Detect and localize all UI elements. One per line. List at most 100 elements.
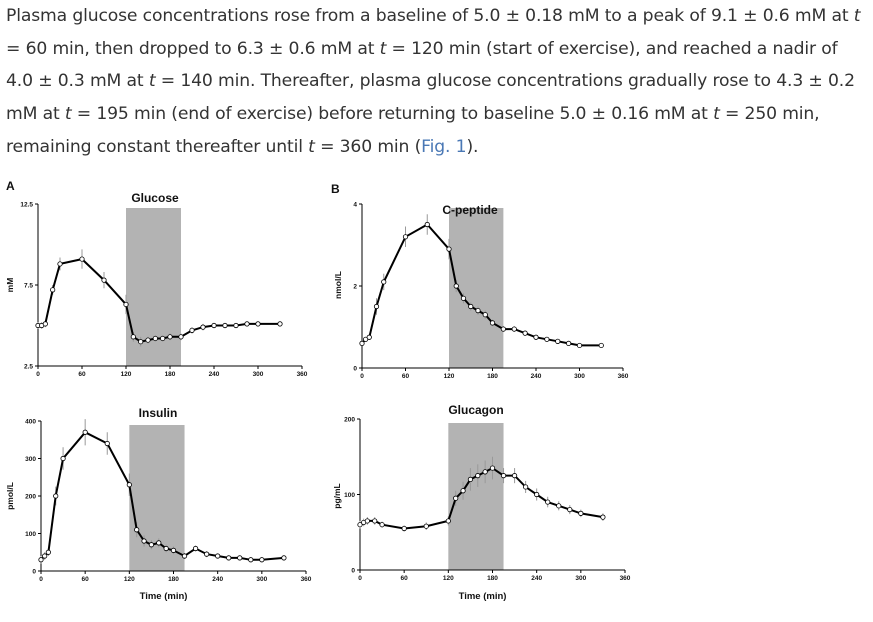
data-point: [468, 303, 474, 310]
x-tick-label: 0: [39, 576, 43, 583]
data-point: [522, 330, 528, 336]
y-tick-label: 100: [25, 531, 36, 538]
data-point: [50, 287, 56, 293]
x-tick-label: 60: [78, 371, 86, 378]
x-tick-label: 240: [531, 575, 542, 582]
data-point: [222, 322, 228, 329]
y-tick-label: 0: [353, 365, 357, 372]
x-tick-label: 120: [444, 373, 455, 380]
x-tick-label: 360: [297, 371, 308, 378]
x-tick-label: 180: [487, 373, 498, 380]
data-point: [445, 518, 451, 524]
data-point: [576, 342, 583, 349]
data-point: [446, 246, 452, 252]
data-point: [600, 514, 606, 520]
y-tick-label: 200: [344, 416, 355, 423]
y-tick-label: 100: [344, 492, 355, 499]
x-axis-label: Time (min): [140, 591, 188, 602]
data-point: [424, 221, 430, 228]
data-point: [453, 283, 459, 289]
data-point: [567, 506, 573, 513]
data-point: [248, 557, 254, 563]
data-point: [160, 335, 166, 342]
data-point: [357, 522, 363, 528]
panel-label-a: A: [6, 179, 15, 193]
panel-title: Glucose: [131, 191, 179, 205]
data-point: [423, 523, 429, 529]
data-point: [82, 429, 88, 435]
y-tick-label: 7.5: [24, 282, 33, 289]
y-tick-label: 200: [25, 493, 36, 500]
x-tick-label: 360: [620, 575, 631, 582]
x-tick-label: 60: [401, 575, 409, 582]
x-tick-label: 300: [575, 575, 586, 582]
data-point: [460, 295, 467, 301]
data-point: [244, 321, 250, 327]
data-point: [178, 334, 184, 340]
data-point: [42, 553, 48, 559]
x-tick-label: 180: [168, 576, 179, 583]
x-tick-label: 0: [360, 373, 364, 380]
data-point: [379, 522, 385, 528]
data-point: [123, 301, 129, 308]
data-point: [511, 326, 517, 332]
data-point: [192, 545, 199, 552]
x-tick-label: 120: [124, 576, 135, 583]
data-point: [156, 540, 162, 546]
data-point: [381, 279, 387, 285]
data-point: [130, 334, 136, 340]
data-point: [38, 557, 44, 563]
data-point: [578, 510, 584, 516]
x-tick-label: 180: [165, 371, 176, 378]
results-paragraph: Plasma glucose concentrations rose from …: [6, 6, 861, 157]
y-axis-label: mM: [5, 278, 15, 293]
y-tick-label: 2.5: [24, 363, 33, 370]
figure-link[interactable]: Fig. 1: [421, 136, 467, 157]
x-tick-label: 360: [301, 576, 312, 583]
x-tick-label: 120: [443, 575, 454, 582]
data-point: [141, 538, 147, 544]
x-tick-label: 240: [209, 371, 220, 378]
data-point: [126, 482, 132, 488]
panel-label-b: B: [331, 182, 340, 196]
data-point: [467, 476, 474, 482]
y-tick-label: 2: [353, 283, 357, 290]
data-point: [226, 555, 232, 561]
data-point: [366, 334, 372, 340]
data-point: [138, 339, 144, 345]
y-axis-label: pmol/L: [5, 482, 15, 510]
data-point: [489, 320, 496, 326]
x-tick-label: 240: [531, 373, 542, 380]
x-tick-label: 60: [82, 576, 90, 583]
y-axis-label: pg/mL: [332, 483, 342, 509]
panel-insulin: 0 60 120 180 240 300 360 0 100 200 300 400 Insulin pm…: [5, 406, 312, 602]
data-point: [233, 322, 239, 329]
data-point: [181, 553, 188, 559]
data-point: [460, 488, 466, 494]
y-tick-label: 4: [353, 201, 357, 208]
exercise-shade: [126, 208, 181, 366]
data-point: [545, 499, 551, 505]
panel-glucose: 0 60 120 180 240 300 360 2.5 7.5 12.5 Glucose mM: [5, 191, 308, 378]
x-axis-label: Time (min): [459, 591, 507, 602]
data-point: [364, 518, 370, 524]
exercise-shade: [129, 425, 185, 571]
data-point: [79, 256, 85, 262]
data-point: [482, 469, 488, 475]
data-point: [556, 503, 562, 509]
data-point: [134, 527, 140, 533]
data-point: [53, 493, 59, 499]
data-point: [533, 334, 539, 340]
data-point: [167, 334, 173, 340]
data-point: [170, 547, 177, 553]
data-point: [152, 335, 158, 342]
data-point: [204, 551, 210, 557]
x-tick-label: 60: [402, 373, 410, 380]
data-point: [104, 440, 110, 447]
data-point: [148, 542, 155, 548]
data-point: [402, 234, 409, 240]
data-point: [401, 525, 407, 532]
data-point: [523, 484, 529, 490]
data-point: [215, 553, 221, 559]
